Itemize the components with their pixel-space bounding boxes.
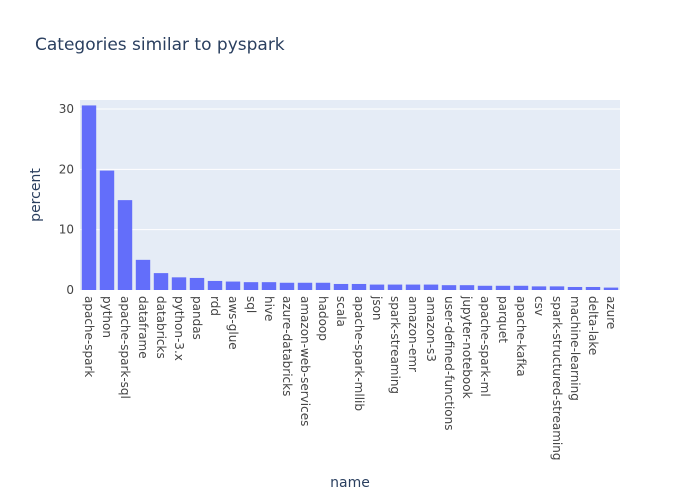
y-axis-title: percent — [28, 168, 44, 222]
x-tick-label: python — [100, 296, 114, 338]
bar[interactable] — [315, 282, 331, 290]
plot-background — [80, 100, 620, 290]
x-tick-label: json — [370, 295, 384, 321]
y-tick-label: 0 — [66, 283, 74, 297]
y-tick-labels: 0 10 20 30 — [59, 102, 74, 297]
x-tick-label: hadoop — [316, 296, 330, 341]
x-tick-label: spark-streaming — [388, 296, 402, 394]
bar[interactable] — [297, 282, 313, 290]
bar[interactable] — [351, 283, 367, 290]
bar[interactable] — [603, 287, 619, 290]
x-tick-label: apache-spark-mllib — [352, 296, 366, 411]
x-tick-label: parquet — [496, 296, 510, 343]
x-tick-label: amazon-web-services — [298, 296, 312, 426]
bar[interactable] — [117, 200, 133, 290]
x-tick-label: pandas — [190, 296, 204, 340]
bar[interactable] — [171, 277, 187, 290]
bar[interactable] — [261, 282, 277, 290]
bar[interactable] — [405, 284, 421, 290]
x-tick-label: rdd — [208, 296, 222, 316]
x-tick-label: apache-kafka — [514, 296, 528, 377]
bar[interactable] — [99, 170, 115, 290]
bars — [81, 105, 619, 290]
x-tick-label: python-3.x — [172, 296, 186, 361]
bar[interactable] — [567, 286, 583, 290]
y-tick-label: 30 — [59, 102, 74, 116]
y-tick-label: 10 — [59, 223, 74, 237]
bar[interactable] — [189, 277, 205, 290]
bar[interactable] — [81, 105, 97, 290]
x-tick-labels: apache-spark python apache-spark-sql datafr… — [82, 295, 618, 460]
x-tick-label: sql — [244, 296, 258, 313]
x-tick-label: azure — [604, 296, 618, 329]
x-tick-label: databricks — [154, 296, 168, 359]
bar[interactable] — [477, 285, 493, 290]
bar[interactable] — [243, 282, 259, 290]
x-tick-label: machine-learning — [568, 296, 582, 401]
bar[interactable] — [387, 284, 403, 290]
gridlines — [80, 108, 620, 231]
x-tick-label: apache-spark-sql — [118, 296, 132, 399]
bar[interactable] — [459, 285, 475, 290]
x-tick-label: user-defined-functions — [442, 296, 456, 431]
bar[interactable] — [549, 286, 565, 290]
x-tick-label: csv — [532, 296, 546, 316]
bar[interactable] — [531, 286, 547, 290]
x-tick-label: hive — [262, 296, 276, 321]
x-axis-title: name — [330, 475, 370, 491]
bar[interactable] — [423, 284, 439, 290]
bar[interactable] — [153, 273, 169, 290]
x-tick-label: delta-lake — [586, 296, 600, 355]
x-tick-label: apache-spark-ml — [478, 296, 492, 397]
bar[interactable] — [513, 285, 529, 290]
chart-title: Categories similar to pyspark — [35, 35, 285, 55]
bar[interactable] — [441, 285, 457, 290]
x-tick-label: spark-structured-streaming — [550, 296, 564, 460]
x-tick-label: amazon-s3 — [424, 296, 438, 362]
x-tick-label: dataframe — [136, 296, 150, 359]
x-tick-label: azure-databricks — [280, 296, 294, 396]
bar[interactable] — [207, 280, 223, 290]
bar[interactable] — [279, 282, 295, 290]
x-tick-label: apache-spark — [82, 296, 96, 377]
x-tick-label: amazon-emr — [406, 296, 420, 372]
x-tick-label: scala — [334, 296, 348, 327]
bar[interactable] — [225, 281, 241, 290]
bar[interactable] — [333, 283, 349, 290]
bar[interactable] — [135, 259, 151, 290]
bar[interactable] — [585, 286, 601, 290]
bar[interactable] — [495, 285, 511, 290]
x-tick-label: aws-glue — [226, 296, 240, 350]
y-tick-label: 20 — [59, 162, 74, 176]
bar[interactable] — [369, 284, 385, 290]
x-tick-label: jupyter-notebook — [460, 295, 474, 399]
